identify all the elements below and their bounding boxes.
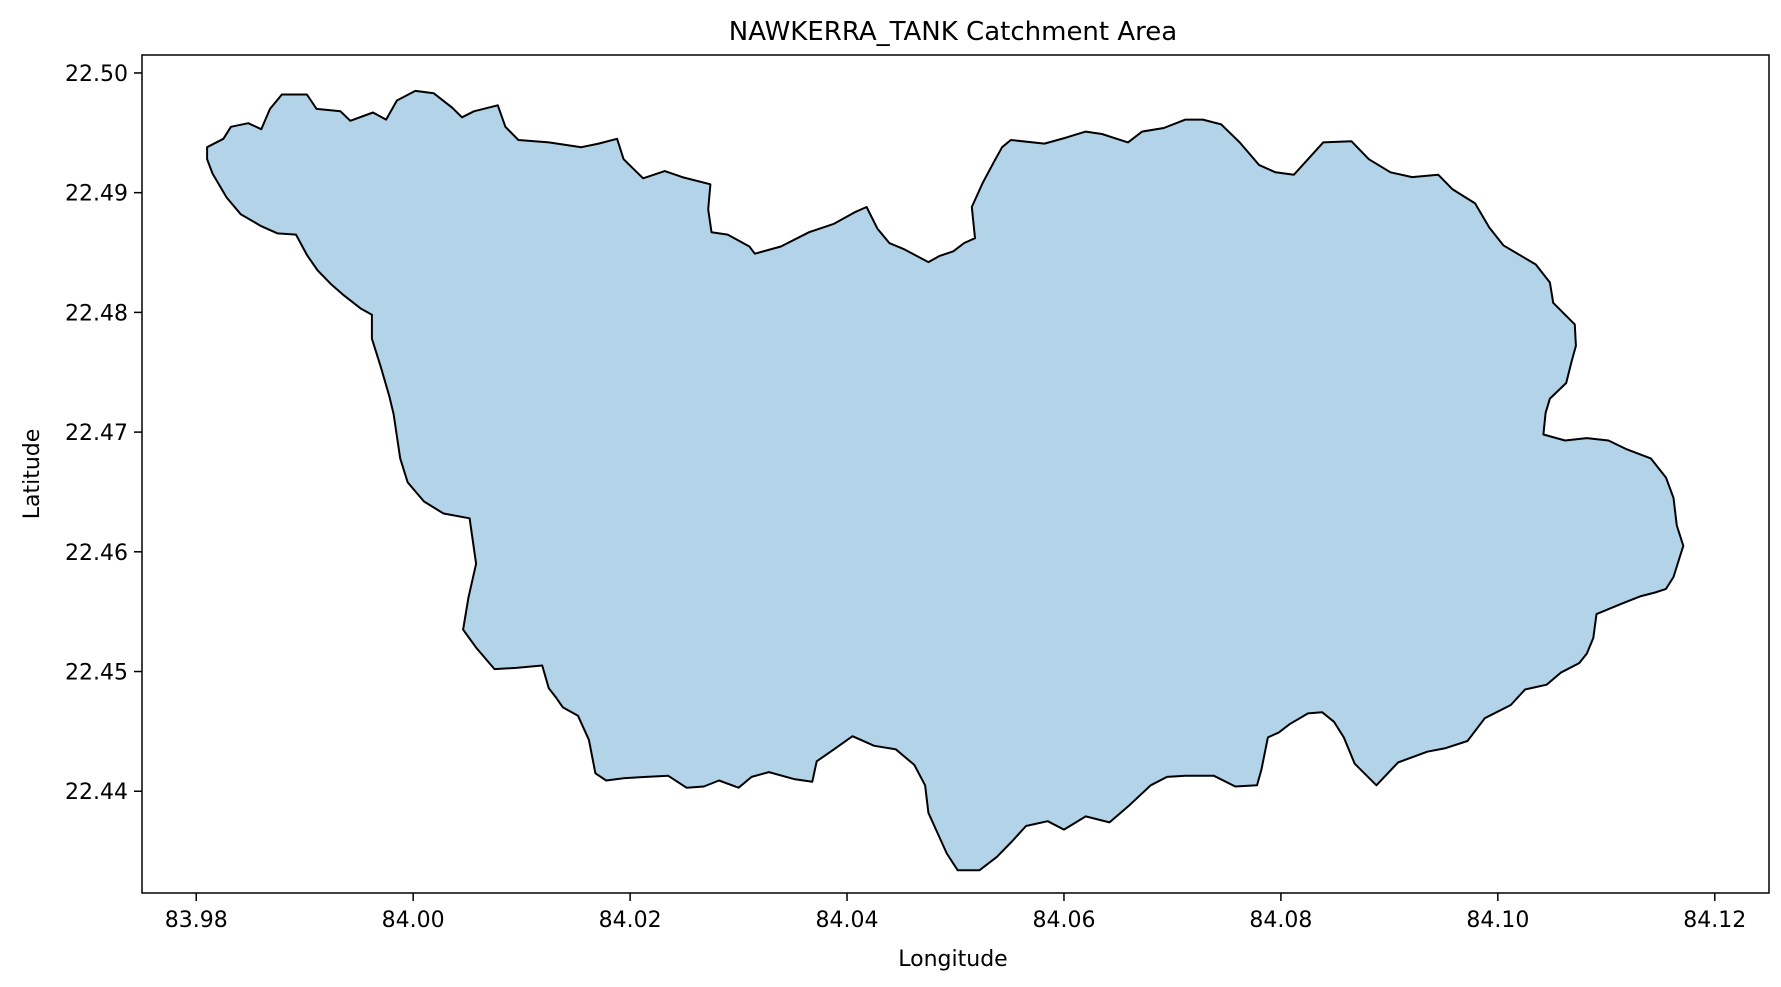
catchment-polygon (206, 89, 1685, 872)
y-tick-label: 22.48 (65, 301, 128, 326)
axes-frame (141, 54, 1770, 894)
x-tick-label: 83.98 (165, 908, 228, 933)
x-tick-label: 84.04 (816, 908, 879, 933)
x-axis: 83.98 84.00 84.02 84.04 84.06 84.08 84.10 84.12 (165, 893, 1746, 933)
x-axis-label: Longitude (898, 947, 1007, 972)
x-tick-label: 84.12 (1683, 908, 1746, 933)
x-tick-label: 84.08 (1249, 908, 1312, 933)
y-tick-label: 22.46 (65, 541, 128, 566)
y-axis-label: Latitude (20, 429, 45, 520)
y-tick-label: 22.49 (65, 182, 128, 207)
x-tick-label: 84.02 (599, 908, 662, 933)
y-tick-label: 22.50 (65, 62, 128, 87)
x-tick-label: 84.10 (1466, 908, 1529, 933)
x-tick-label: 84.06 (1032, 908, 1095, 933)
y-tick-label: 22.47 (65, 421, 128, 446)
chart-title: NAWKERRA_TANK Catchment Area (729, 17, 1177, 47)
y-axis: 22.44 22.45 22.46 22.47 22.48 22.49 22.50 (65, 62, 142, 805)
y-tick-label: 22.45 (65, 661, 128, 686)
x-tick-label: 84.00 (382, 908, 445, 933)
y-tick-label: 22.44 (65, 780, 128, 805)
plot-area (206, 89, 1685, 872)
